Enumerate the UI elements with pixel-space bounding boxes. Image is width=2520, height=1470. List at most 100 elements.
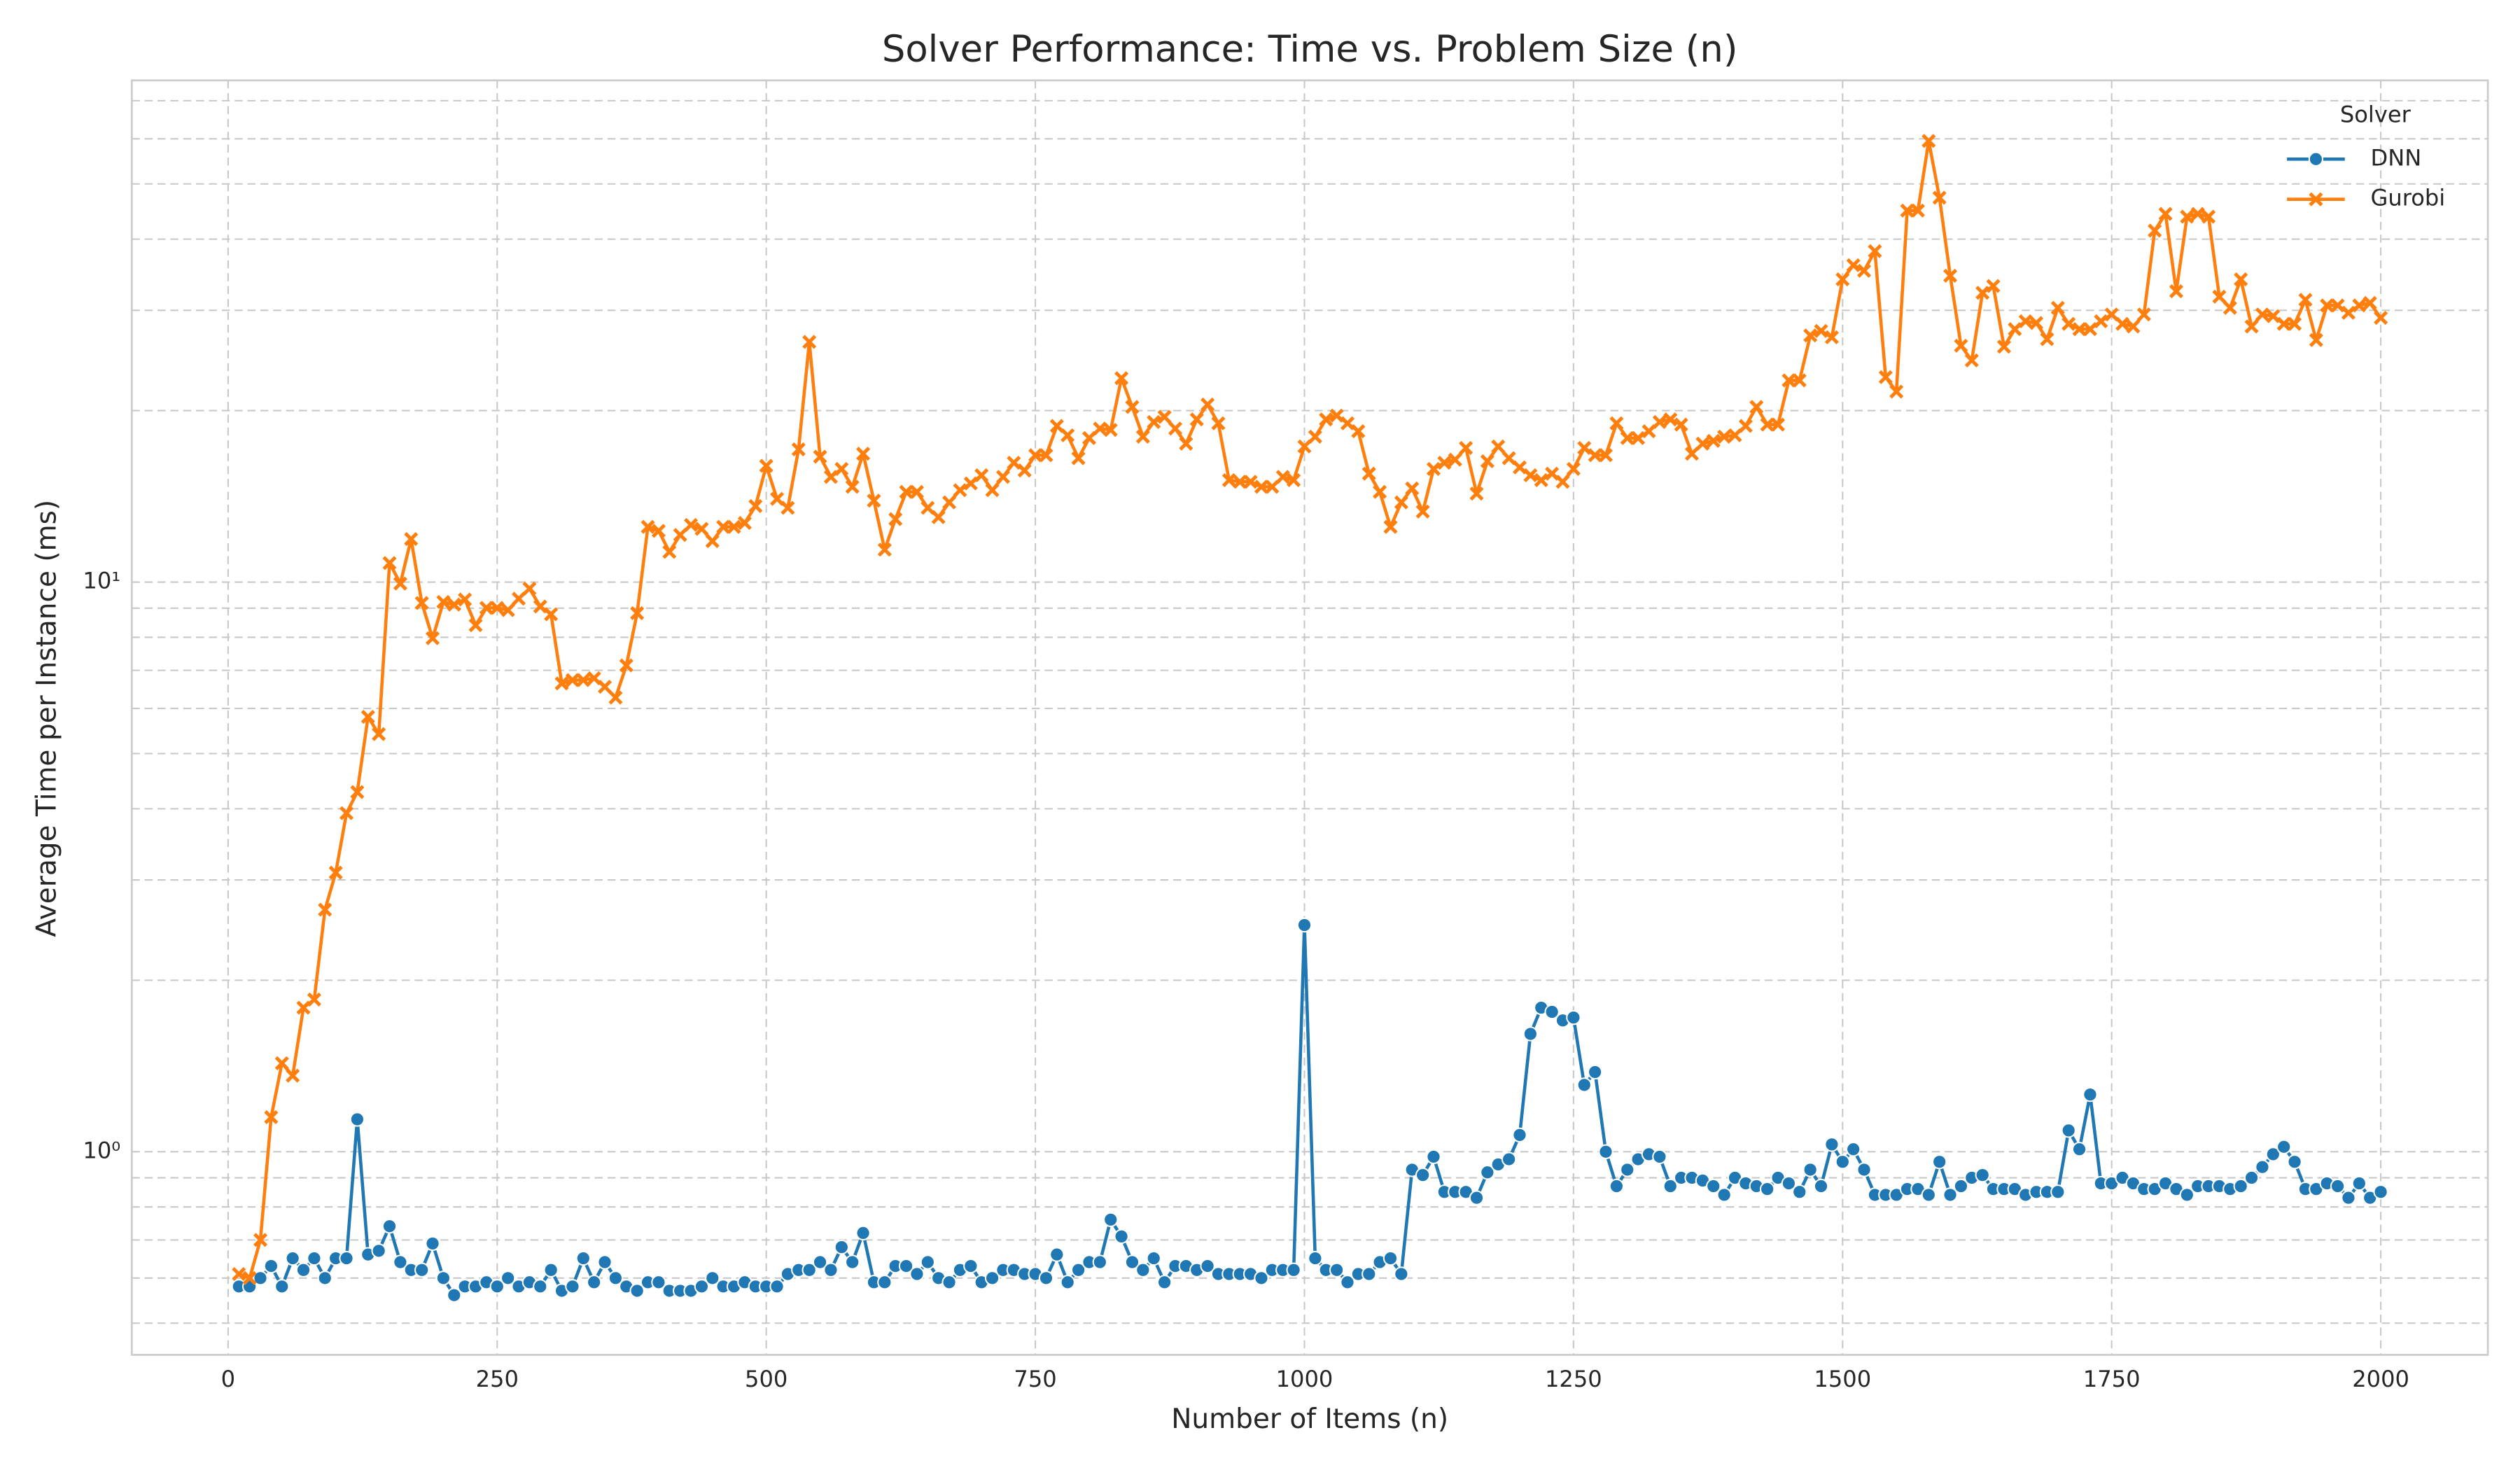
x-marker [2298,293,2313,307]
x-marker [1674,417,1688,432]
point [877,1275,892,1290]
x-marker [1222,472,1236,487]
x-marker-stroke [1082,430,1097,445]
x-marker [2040,332,2054,346]
x-marker-stroke [1856,263,1872,278]
x-marker [1900,203,1914,218]
x-marker [2008,322,2022,337]
x-marker [909,484,924,499]
point [802,1262,817,1278]
x-marker-stroke [640,519,655,534]
x-marker [705,534,720,549]
x-marker-stroke [2094,314,2108,329]
x-marker [727,519,741,534]
x-marker-stroke [1103,423,1118,438]
x-marker [1049,419,1064,433]
x-marker-stroke [576,673,591,687]
x-marker-stroke [1319,412,1334,427]
x-marker [274,1056,289,1070]
point [909,1266,925,1282]
point [500,1270,516,1286]
x-marker-stroke [1878,370,1893,384]
point [2287,1154,2302,1170]
x-marker-stroke [1362,466,1376,481]
point [1802,1162,1818,1177]
point [575,1250,591,1266]
point [2308,151,2324,167]
x-tick-label: 1500 [1814,1366,1871,1392]
x-marker-stroke [511,592,526,606]
x-marker-stroke [1846,258,1861,272]
x-marker [834,461,849,476]
x-marker-stroke [1383,519,1398,534]
x-marker [974,468,989,483]
x-marker [1555,475,1570,489]
x-marker-stroke [2255,307,2270,322]
x-marker [1168,421,1183,436]
x-marker-stroke [1975,286,1990,300]
point [1975,1167,1990,1183]
x-marker [1233,475,1247,489]
point [1856,1162,1872,1177]
x-marker-stroke [2362,295,2377,310]
x-marker-stroke [2288,316,2302,331]
point [812,1254,828,1270]
point [1308,1250,1323,1266]
x-marker-stroke [888,512,903,526]
x-marker-stroke [2082,322,2097,337]
point [608,1270,624,1286]
x-marker [1545,466,1560,481]
x-tick-label: 2000 [2352,1366,2409,1392]
point [823,1262,839,1278]
x-marker [522,581,537,596]
x-marker-stroke [867,493,881,508]
point [263,1258,279,1274]
point [1415,1167,1431,1183]
x-marker-stroke [2374,311,2388,326]
point [1394,1266,1409,1282]
x-marker-stroke [823,470,838,484]
x-marker [318,902,332,917]
x-marker [985,483,1000,498]
x-tick-label: 750 [1014,1366,1056,1392]
x-marker [1824,330,1839,344]
x-marker-stroke [1545,466,1560,481]
x-marker [1738,419,1753,433]
x-marker-stroke [253,1233,268,1247]
x-marker-stroke [264,1110,279,1124]
x-marker-stroke [1738,419,1753,433]
x-marker-stroke [242,1270,257,1285]
x-marker-stroke [1760,417,1774,432]
point [2341,1190,2356,1205]
x-marker-stroke [2244,319,2259,334]
x-marker [770,491,785,506]
x-marker [673,528,687,542]
point [1512,1127,1527,1143]
x-marker [1975,286,1990,300]
x-marker [2362,295,2377,310]
x-marker-stroke [1910,203,1925,218]
x-marker-stroke [727,519,741,534]
point [1953,1178,1969,1194]
point [705,1270,720,1286]
x-marker-stroke [1329,408,1344,423]
point [1092,1254,1108,1270]
x-marker [382,556,397,570]
x-marker [2082,322,2097,337]
point [1156,1275,1172,1290]
point [285,1250,300,1266]
point [382,1219,398,1234]
x-marker-stroke [587,671,601,685]
x-marker-stroke [554,676,569,691]
x-axis-label: Number of Items (n) [1171,1404,1448,1435]
x-marker [2244,319,2259,334]
x-marker [640,519,655,534]
x-marker-stroke [1814,323,1828,338]
point [1480,1165,1495,1180]
x-marker-stroke [286,1068,300,1083]
x-marker [888,512,903,526]
x-marker [1480,454,1494,468]
x-marker-stroke [1631,430,1646,445]
x-marker-stroke [1803,328,1818,343]
